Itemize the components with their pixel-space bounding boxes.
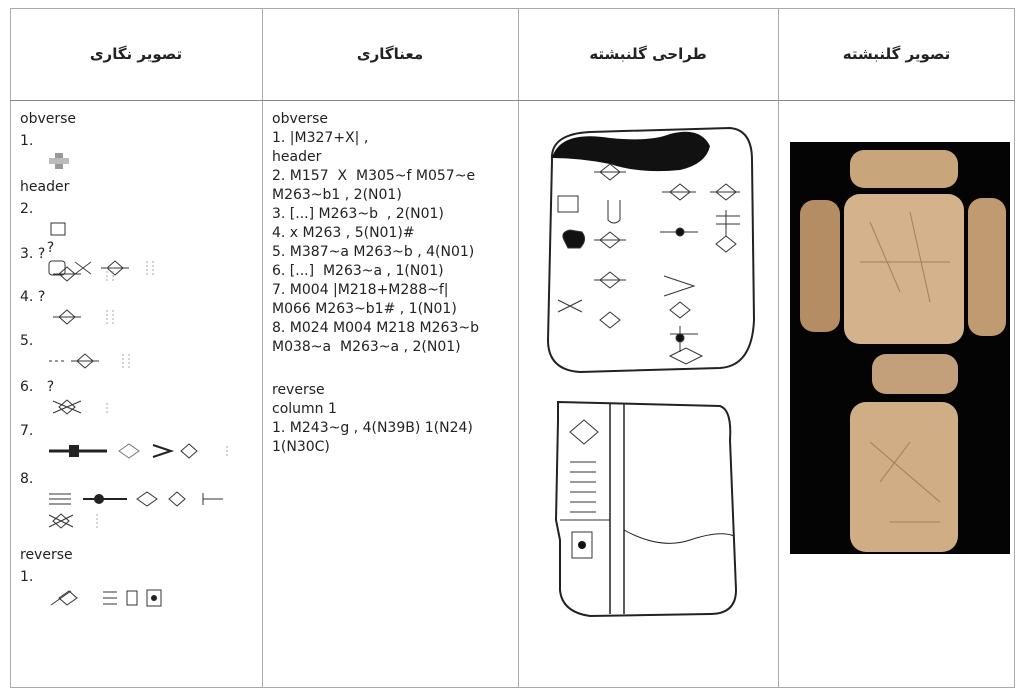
label: 8. [20, 471, 34, 487]
label: 2. [20, 201, 34, 217]
line: reverse [20, 546, 73, 565]
line: M263~b1 , 2(N01) [272, 187, 402, 203]
header-cell: طراحی گلنبشته [589, 45, 707, 63]
line: 5. M387~a M263~b , 4(N01) [272, 244, 475, 260]
col-divider [262, 8, 263, 688]
table-frame [10, 8, 1015, 688]
line: header [272, 149, 322, 165]
glyph [52, 266, 114, 282]
line: 2. M157 X M305~f M057~e [272, 168, 476, 184]
glyph [48, 353, 130, 369]
line: 7. M004 |M218+M288~f| [272, 282, 449, 298]
tablet-photo [790, 142, 1010, 554]
line: reverse [272, 382, 325, 398]
label: header [20, 179, 70, 195]
line: 6. [...] M263~a , 1(N01) [272, 263, 444, 279]
glyph [48, 153, 69, 169]
glyph [48, 491, 223, 507]
label: 5. [20, 333, 34, 349]
line: 6. ? [20, 378, 127, 417]
header-cell: معناگاری [356, 45, 424, 63]
glyph [48, 260, 154, 276]
glyph [48, 443, 228, 459]
label: 3. [20, 246, 34, 262]
label: ? [46, 240, 55, 256]
line: 1. [20, 132, 71, 171]
label: ? [37, 246, 46, 262]
col-divider [518, 8, 519, 688]
line: 8. [20, 470, 237, 509]
line: 3. [...] M263~b , 2(N01) [272, 206, 444, 222]
col-divider [778, 8, 779, 688]
line: 5. [20, 332, 157, 371]
glyph [48, 513, 98, 529]
line [20, 492, 127, 531]
header-cell: تصویر گلنبشته [842, 45, 951, 63]
line: M038~a M263~a , 2(N01) [272, 339, 461, 355]
glyph [52, 309, 114, 325]
label: 7. [20, 423, 34, 439]
transliteration-column: obverse 1. |M327+X| , header 2. M157 X M305… [272, 110, 512, 457]
label: 1. [20, 569, 34, 585]
line: 8. M024 M004 M218 M263~b [272, 320, 479, 336]
label: obverse [20, 111, 77, 127]
line: obverse [20, 110, 76, 129]
label: reverse [20, 547, 73, 563]
line: 1. |M327+X| , [272, 130, 369, 146]
label: 6. [20, 379, 34, 395]
line: 1. [20, 568, 177, 609]
label: 4. [20, 289, 34, 305]
glyph [50, 222, 66, 236]
line: M066 M263~b1# , 1(N01) [272, 301, 457, 317]
line: 7. [20, 422, 247, 461]
line: 4. ? [20, 288, 127, 327]
line: column 1 [272, 401, 337, 417]
glyph [50, 589, 162, 607]
line: 3. ? [20, 245, 127, 284]
tablet-drawing [546, 126, 756, 618]
header-divider [10, 100, 1015, 101]
line: header [20, 178, 69, 197]
label: ? [37, 289, 46, 305]
line: 2. ? [20, 200, 167, 278]
glyph [52, 399, 108, 415]
line: obverse [272, 111, 329, 127]
line: 1(N30C) [272, 439, 330, 455]
header-cell: تصویر نگاری [89, 45, 183, 63]
label: 1. [20, 133, 34, 149]
label: ? [46, 379, 55, 395]
line: 1. M243~g , 4(N39B) 1(N24) [272, 420, 473, 436]
line: 4. x M263 , 5(N01)# [272, 225, 415, 241]
